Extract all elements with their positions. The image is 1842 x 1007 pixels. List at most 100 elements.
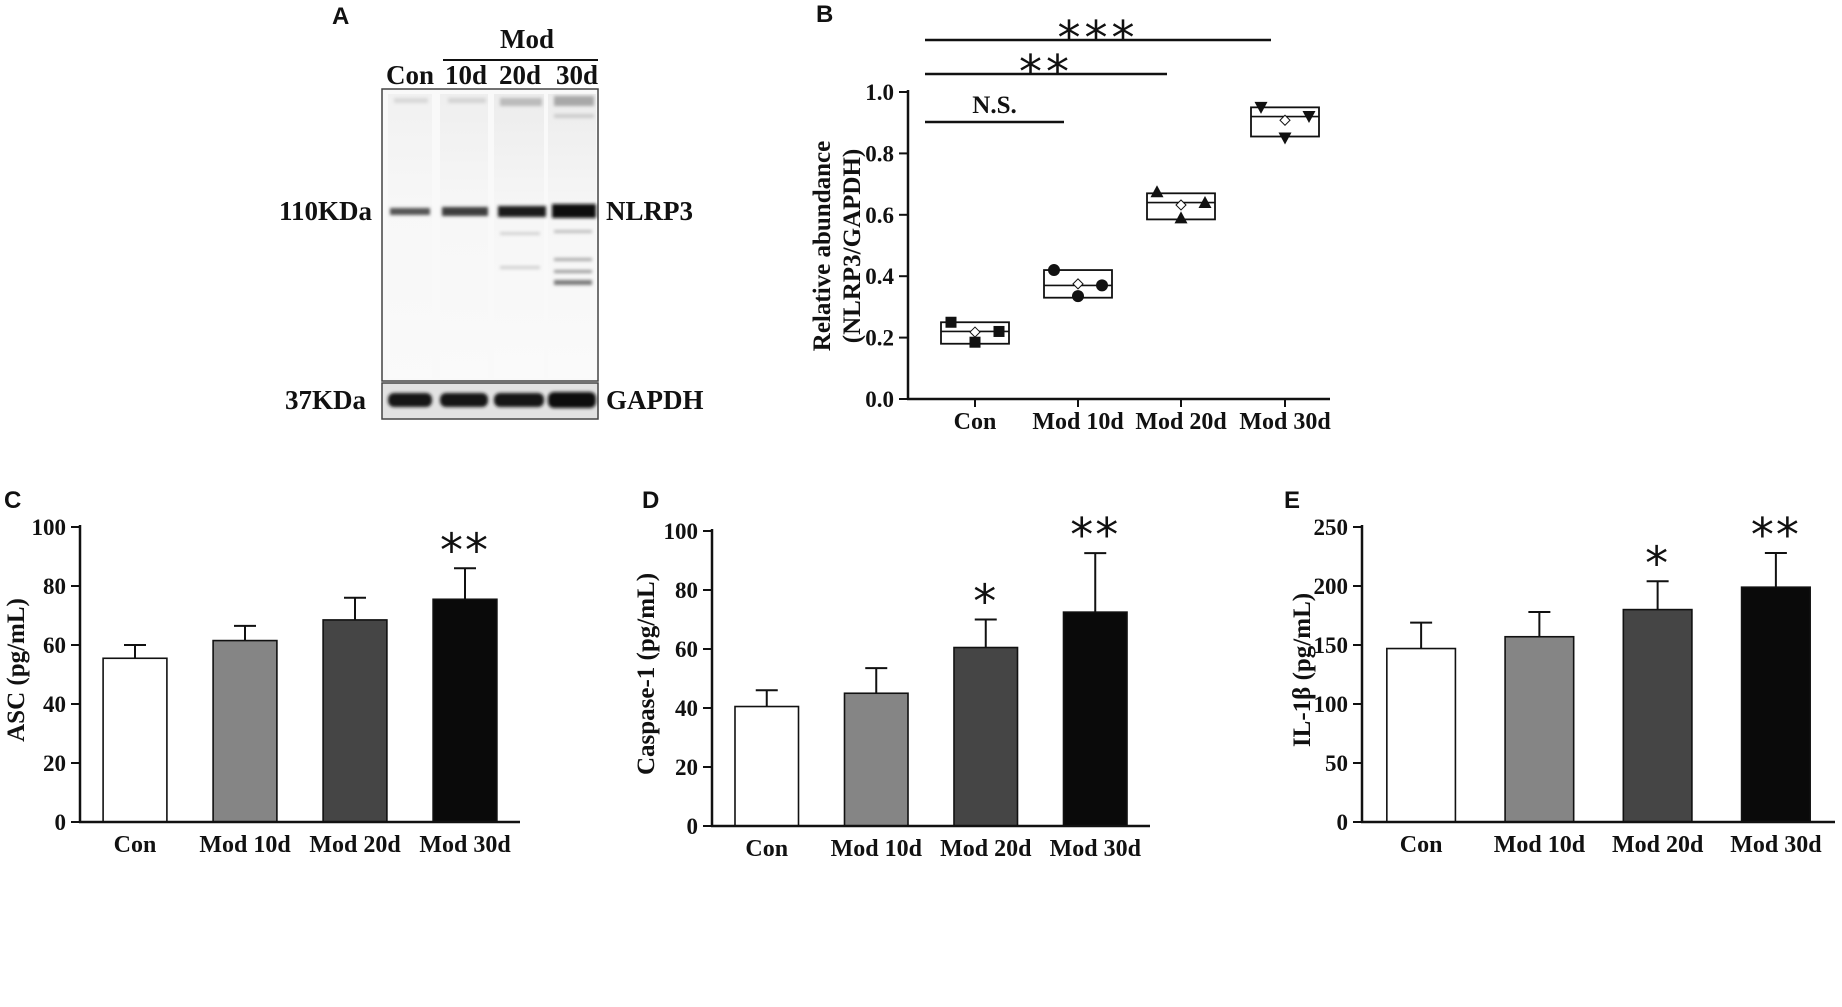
panel-d-caspase1-bar-chart: D Caspase-1 (pg/mL) 0 20 40 60 80 100 Con Mod 1… (633, 487, 1150, 862)
panel-b-mean-marker (969, 326, 981, 338)
panel-a-letter: A (332, 3, 349, 30)
b-ylabel-line2: (NLRP3/GAPDH) (839, 149, 866, 343)
panel-e-letter: E (1284, 487, 1300, 514)
panel-b-category-label: Con (954, 409, 997, 435)
panel-e-bar (1622, 608, 1693, 823)
panel-b-data-point (1096, 279, 1108, 292)
lane-label-30d: 30d (556, 60, 598, 90)
panel-c-category-label: Con (114, 832, 157, 858)
panel-c-asc-bar-chart: C ASC (pg/mL) 0 20 40 60 80 100 Con Mod 10d Mod … (3, 487, 520, 858)
panel-c-ytick-label: 40 (43, 692, 66, 717)
panel-b-category-label: Mod 20d (1135, 409, 1227, 435)
panel-c-category-label: Mod 10d (199, 832, 291, 858)
panel-e-significance: * (1645, 536, 1670, 590)
panel-d-letter: D (642, 487, 659, 514)
panel-c-bar (102, 657, 168, 823)
gapdh-blot (381, 382, 599, 420)
panel-b-ytick-label: 0.2 (865, 326, 894, 351)
panel-b-data-point (1278, 132, 1292, 145)
panel-d-ytick-label: 100 (664, 519, 699, 544)
panel-b-data-point (1174, 211, 1188, 224)
panel-d-bar (1062, 611, 1128, 827)
mod-group-label: Mod (500, 24, 554, 54)
panel-c-ytick-label: 80 (43, 574, 66, 599)
panel-e-bar (1740, 586, 1811, 823)
panel-b-ytick-label: 0.6 (865, 203, 894, 228)
panel-b-data-point (945, 316, 957, 328)
nlrp3-blot (381, 88, 599, 382)
protein-label-nlrp3: NLRP3 (606, 196, 693, 226)
panel-e-ytick-label: 200 (1314, 574, 1349, 599)
panel-c-bar (322, 619, 388, 823)
b-ylabel-line1: Relative abundance (809, 141, 836, 351)
panel-c-category-label: Mod 30d (419, 832, 511, 858)
panel-c-bar (432, 598, 498, 823)
panel-d-ytick-label: 60 (675, 637, 698, 662)
panel-e-il1b-bar-chart: E IL-1β (pg/mL) 0 50 100 150 200 250 Con Mod 10… (1284, 487, 1835, 858)
protein-label-gapdh: GAPDH (606, 385, 704, 415)
panel-d-bar (843, 692, 909, 827)
panel-c-ytick-label: 20 (43, 751, 66, 776)
e-ylabel: IL-1β (pg/mL) (1289, 593, 1316, 747)
panel-d-ytick-label: 20 (675, 755, 698, 780)
panel-b-data-point (1150, 185, 1164, 198)
panel-b-data-point (993, 325, 1005, 337)
d-ylabel: Caspase-1 (pg/mL) (633, 573, 660, 775)
panel-c-bar (212, 639, 278, 823)
panel-e-ytick-label: 50 (1325, 751, 1348, 776)
panel-b-category-label: Mod 10d (1032, 409, 1124, 435)
panel-b-mean-marker (1279, 114, 1291, 126)
panel-e-ytick-label: 100 (1314, 692, 1349, 717)
panel-b-letter: B (816, 1, 833, 28)
panel-b-data-point (1072, 290, 1084, 303)
panel-b-box-chart: B Relative abundance (NLRP3/GAPDH) 0.0 0.… (809, 1, 1331, 435)
panel-e-category-label: Mod 20d (1612, 832, 1704, 858)
panel-d-ytick-label: 40 (675, 696, 698, 721)
panel-d-ytick-label: 0 (687, 814, 699, 839)
lane-label-con: Con (386, 60, 434, 90)
panel-c-letter: C (4, 487, 21, 514)
panel-d-ytick-label: 80 (675, 578, 698, 603)
panel-b-comparison-label: N.S. (972, 92, 1016, 119)
panel-d-significance: ** (1070, 508, 1120, 562)
c-ylabel: ASC (pg/mL) (3, 598, 30, 742)
lane-label-10d: 10d (445, 60, 487, 90)
panel-a-western-blot: A Mod Con 10d 20d 30d (279, 3, 704, 420)
panel-b-mean-marker (1072, 278, 1084, 290)
panel-e-bar (1504, 635, 1575, 823)
panel-b-comparison-label: *** (1058, 11, 1139, 65)
panel-e-category-label: Mod 30d (1730, 832, 1822, 858)
panel-b-data-point (1048, 264, 1060, 277)
panel-d-significance: * (973, 575, 998, 629)
panel-d-bar (953, 646, 1019, 827)
panel-b-ytick-label: 1.0 (865, 80, 894, 105)
panel-b-data-point (1302, 111, 1316, 124)
panel-e-ytick-label: 0 (1337, 810, 1349, 835)
panel-b-ytick-label: 0.0 (865, 387, 894, 412)
panel-e-ytick-label: 150 (1314, 633, 1349, 658)
panel-b-ytick-label: 0.8 (865, 141, 894, 166)
panel-b-category-label: Mod 30d (1239, 409, 1331, 435)
mw-label-37kda: 37KDa (285, 385, 367, 415)
panel-b-data-point (1254, 101, 1268, 114)
panel-d-bar (734, 705, 800, 827)
panel-c-ytick-label: 0 (55, 810, 67, 835)
panel-c-ytick-label: 100 (32, 515, 67, 540)
panel-d-category-label: Mod 10d (831, 836, 923, 862)
panel-b-mean-marker (1175, 199, 1187, 211)
panel-b-comparison-label: ** (1019, 45, 1073, 99)
panel-b-data-point (969, 336, 981, 348)
panel-e-ytick-label: 250 (1314, 515, 1349, 540)
panel-c-significance: ** (440, 523, 490, 577)
panel-d-category-label: Mod 30d (1050, 836, 1142, 862)
panel-c-ytick-label: 60 (43, 633, 66, 658)
mw-label-110kda: 110KDa (279, 196, 373, 226)
panel-e-significance: ** (1751, 508, 1801, 562)
lane-label-20d: 20d (499, 60, 541, 90)
panel-d-category-label: Con (745, 836, 788, 862)
panel-d-category-label: Mod 20d (940, 836, 1032, 862)
panel-e-category-label: Con (1400, 832, 1443, 858)
panel-e-category-label: Mod 10d (1494, 832, 1586, 858)
panel-b-ytick-label: 0.4 (865, 264, 894, 289)
panel-c-category-label: Mod 20d (309, 832, 401, 858)
